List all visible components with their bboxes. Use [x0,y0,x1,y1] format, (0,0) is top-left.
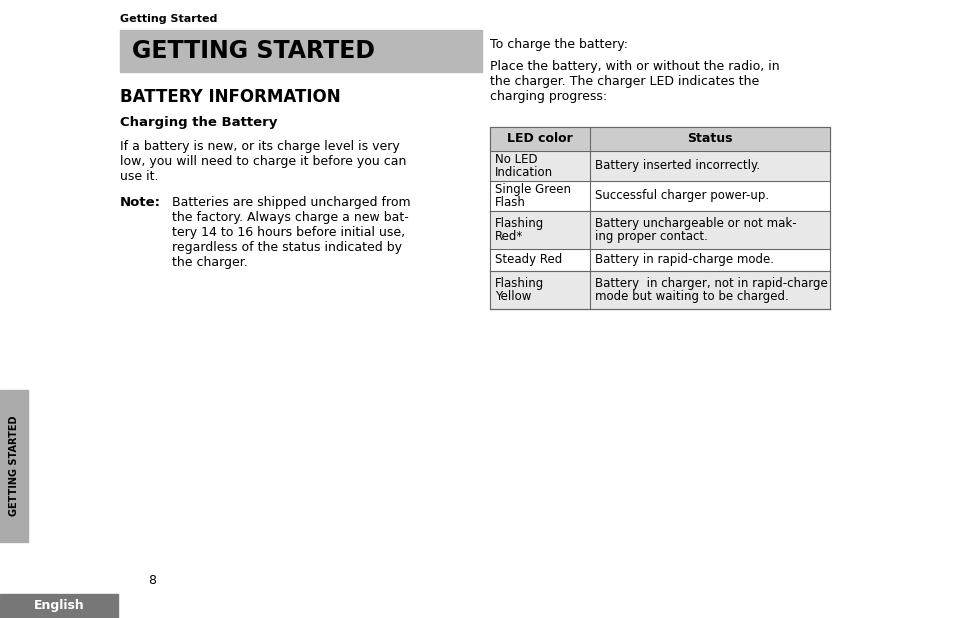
Text: Battery  in charger, not in rapid-charge: Battery in charger, not in rapid-charge [595,277,827,290]
Bar [490,211,829,249]
Text: Steady Red: Steady Red [495,253,561,266]
Bar [490,249,829,271]
Text: If a battery is new, or its charge level is very: If a battery is new, or its charge level… [120,140,399,153]
Text: Indication: Indication [495,166,553,179]
Text: Place the battery, with or without the radio, in: Place the battery, with or without the r… [490,60,779,73]
Text: Status: Status [686,132,732,145]
Text: Successful charger power-up.: Successful charger power-up. [595,190,768,203]
Text: use it.: use it. [120,170,158,183]
Text: charging progress:: charging progress: [490,90,606,103]
Text: Getting Started: Getting Started [120,14,217,24]
Text: To charge the battery:: To charge the battery: [490,38,627,51]
Text: Flashing: Flashing [495,277,543,290]
Text: mode but waiting to be charged.: mode but waiting to be charged. [595,290,788,303]
Text: ing proper contact.: ing proper contact. [595,230,707,243]
Text: the factory. Always charge a new bat-: the factory. Always charge a new bat- [172,211,408,224]
Text: the charger.: the charger. [172,256,248,269]
Bar [0,390,28,542]
Text: low, you will need to charge it before you can: low, you will need to charge it before y… [120,155,406,168]
Text: Battery unchargeable or not mak-: Battery unchargeable or not mak- [595,217,796,230]
Text: English: English [33,599,84,612]
Text: Charging the Battery: Charging the Battery [120,116,277,129]
Bar [120,30,481,72]
Text: Battery in rapid-charge mode.: Battery in rapid-charge mode. [595,253,773,266]
Text: Red*: Red* [495,230,522,243]
Bar [0,594,118,618]
Bar [490,127,829,151]
Text: regardless of the status indicated by: regardless of the status indicated by [172,241,401,254]
Text: Yellow: Yellow [495,290,531,303]
Text: Batteries are shipped uncharged from: Batteries are shipped uncharged from [172,196,410,209]
Text: LED color: LED color [507,132,572,145]
Bar [490,271,829,309]
Text: tery 14 to 16 hours before initial use,: tery 14 to 16 hours before initial use, [172,226,405,239]
Text: GETTING STARTED: GETTING STARTED [9,416,19,516]
Text: No LED: No LED [495,153,537,166]
Text: 8: 8 [148,574,156,587]
Text: Flash: Flash [495,196,525,209]
Text: the charger. The charger LED indicates the: the charger. The charger LED indicates t… [490,75,759,88]
Text: Note:: Note: [120,196,161,209]
Text: Flashing: Flashing [495,217,543,230]
Text: Single Green: Single Green [495,183,571,196]
Text: GETTING STARTED: GETTING STARTED [132,39,375,63]
Text: Battery inserted incorrectly.: Battery inserted incorrectly. [595,159,760,172]
Text: BATTERY INFORMATION: BATTERY INFORMATION [120,88,340,106]
Bar [490,181,829,211]
Bar [490,151,829,181]
